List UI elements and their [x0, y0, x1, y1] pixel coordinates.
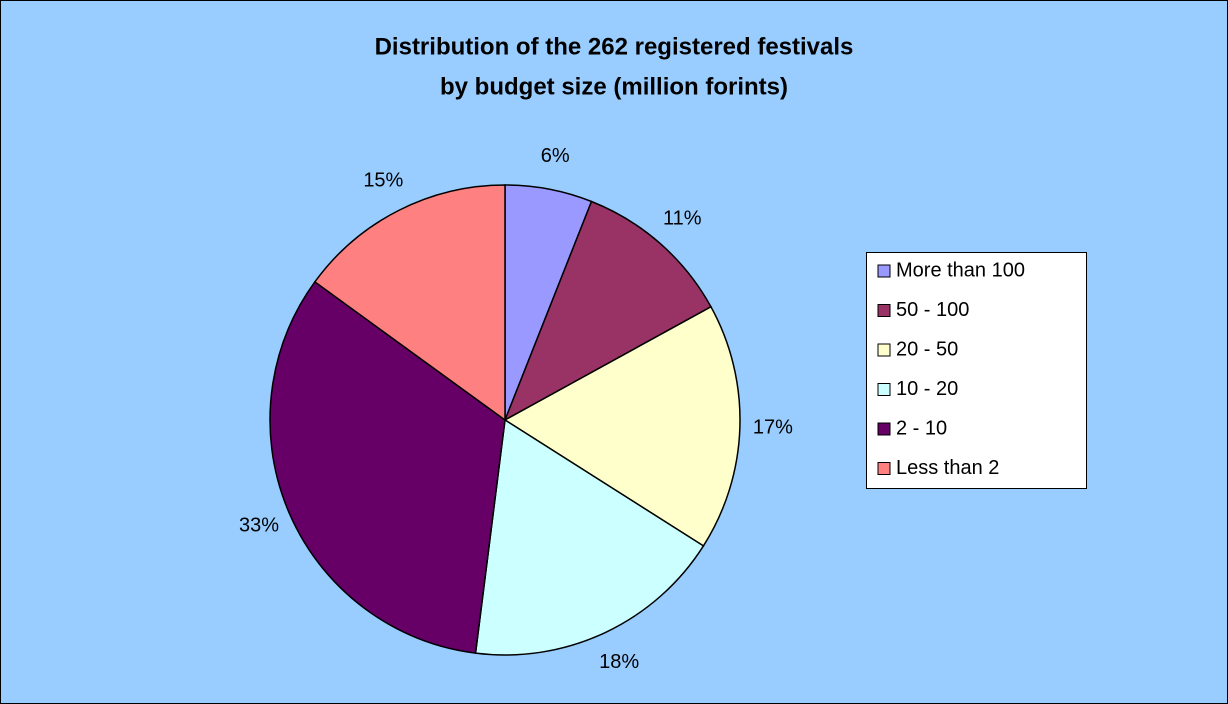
data-label: 33%: [239, 515, 279, 537]
chart-title: by budget size (million forints): [440, 73, 788, 100]
legend-swatch: [877, 383, 891, 396]
legend-label: 20 - 50: [896, 338, 958, 360]
legend: [866, 252, 1087, 489]
legend-label: More than 100: [896, 259, 1025, 281]
pie-slice: [313, 184, 506, 422]
data-label: 17%: [753, 417, 793, 439]
pie-slice: [503, 200, 712, 422]
legend-swatch: [877, 343, 891, 357]
pie-slice: [269, 280, 506, 654]
data-label: 6%: [541, 145, 570, 167]
legend-label: 2 - 10: [896, 417, 947, 439]
legend-label: Less than 2: [896, 457, 999, 479]
data-label: 18%: [599, 651, 639, 673]
data-label: 11%: [663, 207, 702, 229]
legend-swatch: [877, 422, 891, 436]
data-label: 15%: [363, 169, 403, 191]
pie-slice: [474, 418, 705, 656]
chart-title: Distribution of the 262 registered festi…: [375, 33, 854, 60]
legend-label: 50 - 100: [896, 299, 969, 321]
legend-label: 10 - 20: [896, 378, 958, 400]
pie-slice: [503, 305, 741, 547]
legend-swatch: [877, 304, 891, 317]
legend-swatch: [877, 462, 891, 475]
legend-swatch: [877, 264, 891, 278]
